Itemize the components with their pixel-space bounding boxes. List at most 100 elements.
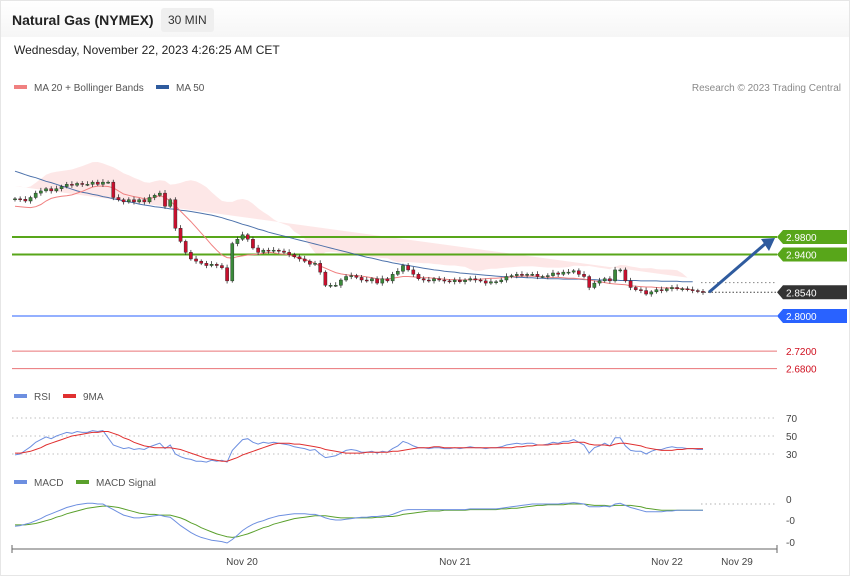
candle-down [199, 260, 204, 264]
rsi-panel: 70 50 30 [12, 414, 798, 463]
macd-legend-label: MACD [34, 478, 63, 489]
macd-tick-label: -0 [786, 538, 795, 549]
candle-up [261, 249, 266, 253]
rsi-legend: RSI 9MA [14, 392, 104, 403]
candle-up [240, 234, 245, 240]
candle-up [602, 278, 607, 282]
candle-down [282, 250, 286, 253]
time-tick-label: Nov 29 [721, 557, 753, 568]
resistance-tag [777, 230, 847, 244]
candle-down [214, 264, 219, 266]
bollinger-band-area [15, 162, 693, 279]
forecast-arrow-head [761, 238, 775, 251]
candle-up [127, 199, 131, 203]
candle-down [23, 199, 28, 202]
macd-tick-label: 0 [786, 495, 792, 506]
support-label: 2.6800 [786, 365, 817, 376]
candle-up [468, 278, 473, 281]
ma20-legend-swatch [14, 85, 27, 89]
current-price-tag [777, 285, 847, 300]
candle-up [44, 188, 48, 192]
candle-down [639, 289, 643, 291]
macd-line [14, 502, 703, 544]
time-axis: Nov 20 Nov 21 Nov 22 Nov 29 [11, 545, 778, 568]
candle-up [339, 279, 343, 286]
candle-down [70, 184, 74, 186]
timeframe-badge[interactable]: 30 MIN [161, 8, 214, 32]
candle-up [152, 195, 157, 198]
candle-down [220, 265, 224, 268]
candle-down [95, 181, 100, 185]
candle-up [158, 192, 162, 196]
candle-up [147, 197, 152, 203]
candle-down [385, 278, 390, 282]
candle-up [613, 269, 617, 282]
candle-up [530, 274, 535, 276]
candle-down [582, 274, 586, 277]
candle-down [587, 276, 591, 288]
rsi-ma-line [15, 431, 703, 462]
candle-down [421, 278, 426, 281]
time-tick-label: Nov 22 [651, 557, 683, 568]
forecast-arrow-shaft [708, 242, 766, 294]
candle-up [592, 282, 597, 288]
candle-up [313, 263, 317, 265]
time-tick-label: Nov 21 [439, 557, 471, 568]
candle-up [13, 198, 17, 201]
candle-up [106, 181, 110, 184]
candle-up [349, 275, 354, 277]
candle-up [380, 278, 385, 284]
candle-down [633, 287, 638, 290]
candle-down [142, 199, 147, 203]
candle-up [432, 278, 436, 282]
chart-header: Natural Gas (NYMEX) 30 MIN [1, 1, 849, 37]
candle-down [406, 265, 410, 271]
candle-up [28, 197, 33, 202]
ma20-line [14, 185, 693, 291]
candle-down [266, 249, 271, 252]
candle-down [163, 192, 167, 207]
candle-up [664, 288, 669, 291]
candle-down [318, 263, 323, 273]
macd-panel: 0 -0 -0 [14, 495, 795, 549]
candle-up [395, 271, 400, 275]
support-tag [777, 309, 847, 323]
candle-up [561, 271, 566, 275]
macd-legend-swatch [14, 480, 27, 484]
candle-down [354, 275, 359, 278]
candle-down [359, 277, 364, 281]
candle-up [344, 276, 348, 281]
candle-down [302, 258, 307, 262]
candle-up [463, 279, 467, 282]
candle-down [225, 267, 229, 282]
candle-down [80, 183, 85, 185]
candle-down [111, 181, 116, 198]
candle-down [18, 198, 22, 201]
candle-up [649, 291, 654, 295]
candle-up [75, 183, 79, 186]
candle-up [54, 188, 59, 192]
candle-up [64, 184, 69, 187]
candle-up [670, 287, 674, 289]
forecast-arrow [708, 238, 775, 294]
candle-up [101, 181, 105, 185]
bollinger-bands [15, 162, 693, 279]
rsi-tick-label: 50 [786, 432, 798, 443]
candle-down [577, 270, 581, 275]
price-levels: 2.9800 2.9400 2.8540 2.8000 2.7200 2.6800 [12, 230, 847, 376]
time-tick-label: Nov 20 [226, 557, 258, 568]
chart-date: Wednesday, November 22, 2023 4:26:25 AM … [14, 43, 280, 57]
candle-up [209, 264, 214, 266]
price-legend: MA 20 + Bollinger Bands MA 50 Research ©… [14, 83, 841, 94]
candle-down [364, 279, 369, 282]
candle-up [333, 285, 338, 287]
candle-down [473, 278, 478, 281]
candle-down [458, 279, 462, 282]
candle-down [478, 279, 483, 282]
candle-down [644, 290, 648, 295]
macd-legend: MACD MACD Signal [14, 478, 156, 489]
credit-text: Research © 2023 Trading Central [692, 83, 841, 94]
support-label: 2.7200 [786, 347, 817, 358]
rsi-tick-label: 70 [786, 414, 798, 425]
candle-down [483, 280, 488, 284]
